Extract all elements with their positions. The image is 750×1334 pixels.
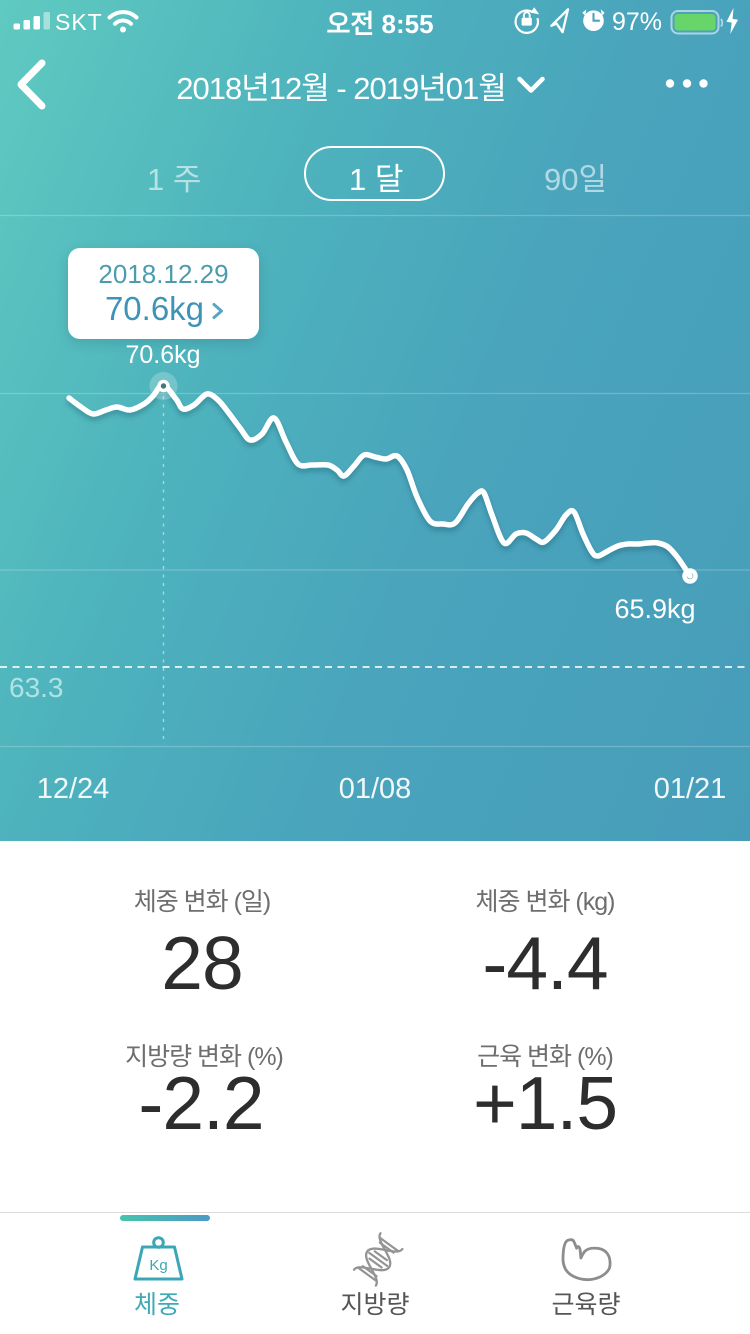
svg-text:Kg: Kg (149, 1257, 167, 1274)
